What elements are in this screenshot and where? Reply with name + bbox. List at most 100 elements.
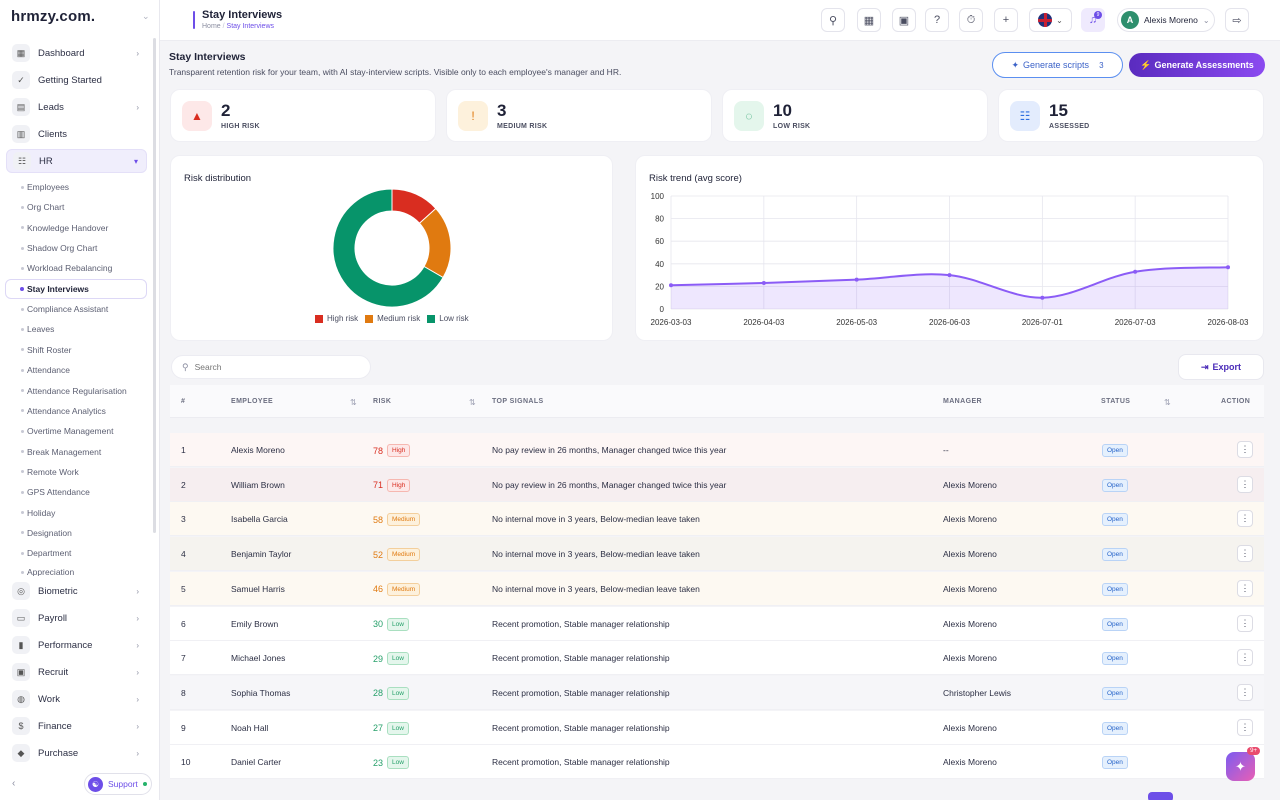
employee-name[interactable]: William Brown <box>231 479 285 490</box>
sidebar-subitem-attendance[interactable]: Attendance <box>21 365 70 375</box>
sidebar-subitem-compliance-assistant[interactable]: Compliance Assistant <box>21 304 108 314</box>
sidebar-item-getting-started[interactable]: ✓ Getting Started <box>6 68 147 92</box>
sidebar-subitem-overtime-management[interactable]: Overtime Management <box>21 426 113 436</box>
calendar-button[interactable]: ▦ <box>857 8 881 32</box>
sidebar-subitem-appreciation[interactable]: Appreciation <box>21 568 74 576</box>
table-row[interactable]: 4 Benjamin Taylor 52 Medium No internal move… <box>170 537 1264 572</box>
employee-name[interactable]: Benjamin Taylor <box>231 549 292 560</box>
row-actions-button[interactable]: ⋮ <box>1237 579 1253 597</box>
trend-point[interactable] <box>669 283 673 288</box>
sidebar-item-clients[interactable]: ▥ Clients <box>6 122 147 146</box>
trend-point[interactable] <box>947 273 952 278</box>
table-row[interactable]: 9 Noah Hall 27 Low Recent promotion, Stable … <box>170 710 1264 745</box>
sort-icon[interactable]: ⇅ <box>350 398 357 407</box>
employee-name[interactable]: Michael Jones <box>231 653 286 664</box>
add-button[interactable]: + <box>994 8 1018 32</box>
table-row[interactable]: 2 William Brown 71 High No pay review in 26 … <box>170 467 1264 502</box>
user-menu[interactable]: A Alexis Moreno ⌄ <box>1117 8 1215 32</box>
sidebar-subitem-attendance-analytics[interactable]: Attendance Analytics <box>21 406 106 416</box>
sidebar-item-dashboard[interactable]: ▦ Dashboard › <box>6 41 147 65</box>
ai-assistant-button[interactable]: ✦ 9+ <box>1226 747 1260 781</box>
brand-logo[interactable]: hrmzy.com. <box>11 8 96 25</box>
sidebar-subitem-department[interactable]: Department <box>21 548 71 558</box>
generate-assessments-button[interactable]: ⚡ Generate Assessments <box>1129 53 1265 77</box>
sidebar-item-purchase[interactable]: ◆ Purchase › <box>6 741 147 765</box>
sidebar-item-finance[interactable]: $ Finance › <box>6 714 147 738</box>
sidebar-subitem-break-management[interactable]: Break Management <box>21 447 101 457</box>
breadcrumb-home[interactable]: Home <box>202 23 221 30</box>
help-button[interactable]: ? <box>925 8 949 32</box>
sidebar-subitem-shift-roster[interactable]: Shift Roster <box>21 345 71 355</box>
row-actions-button[interactable]: ⋮ <box>1237 475 1253 493</box>
search-input[interactable] <box>194 362 355 372</box>
collapse-sidebar-icon[interactable]: ‹ <box>12 778 16 789</box>
sidebar-subitem-leaves[interactable]: Leaves <box>21 324 54 334</box>
export-button[interactable]: ⇥ Export <box>1178 354 1264 380</box>
row-actions-button[interactable]: ⋮ <box>1237 649 1253 667</box>
sidebar-subitem-stay-interviews[interactable]: Stay Interviews <box>5 278 147 299</box>
sidebar-subitem-gps-attendance[interactable]: GPS Attendance <box>21 487 90 497</box>
sidebar-subitem-designation[interactable]: Designation <box>21 528 72 538</box>
row-actions-button[interactable]: ⋮ <box>1237 441 1253 458</box>
chevron-down-icon[interactable]: ⌄ <box>142 11 150 21</box>
legend-item[interactable]: Medium risk <box>365 314 420 323</box>
row-actions-button[interactable]: ⋮ <box>1237 510 1253 528</box>
employee-name[interactable]: Alexis Moreno <box>231 445 285 455</box>
row-actions-button[interactable]: ⋮ <box>1237 718 1253 736</box>
sidebar-item-leads[interactable]: ▤ Leads › <box>6 95 147 119</box>
trend-point[interactable] <box>1133 269 1138 274</box>
sort-icon[interactable]: ⇅ <box>1164 398 1171 407</box>
trend-point[interactable] <box>1226 265 1230 270</box>
sidebar-item-payroll[interactable]: ▭ Payroll › <box>6 606 147 630</box>
sidebar-item-recruit[interactable]: ▣ Recruit › <box>6 660 147 684</box>
employee-name[interactable]: Noah Hall <box>231 722 269 733</box>
row-actions-button[interactable]: ⋮ <box>1237 683 1253 701</box>
row-actions-button[interactable]: ⋮ <box>1237 545 1253 563</box>
employee-name[interactable]: Daniel Carter <box>231 757 282 768</box>
table-row[interactable]: 6 Emily Brown 30 Low Recent promotion, Stabl… <box>170 606 1264 641</box>
employee-name[interactable]: Samuel Harris <box>231 583 285 594</box>
language-selector[interactable]: ⌄ <box>1029 8 1072 32</box>
support-button[interactable]: ☯ Support <box>84 773 152 795</box>
sidebar-subitem-holiday[interactable]: Holiday <box>21 508 55 518</box>
sidebar-subitem-employees[interactable]: Employees <box>21 182 69 192</box>
column-status[interactable]: STATUS <box>1101 398 1131 405</box>
sort-icon[interactable]: ⇅ <box>469 398 476 407</box>
sidebar-subitem-org-chart[interactable]: Org Chart <box>21 202 64 212</box>
table-row[interactable]: 5 Samuel Harris 46 Medium No internal move i… <box>170 571 1264 606</box>
trend-point[interactable] <box>761 281 766 286</box>
timer-button[interactable]: ⏱ <box>959 8 983 32</box>
generate-scripts-button[interactable]: ✦ Generate scripts 3 <box>992 52 1123 78</box>
donut-slice-low-risk[interactable] <box>332 188 444 308</box>
employee-name[interactable]: Isabella Garcia <box>231 514 288 525</box>
notes-button[interactable]: ▣ <box>892 8 916 32</box>
table-row[interactable]: 8 Sophia Thomas 28 Low Recent promotion, Sta… <box>170 675 1264 710</box>
employee-name[interactable]: Sophia Thomas <box>231 687 291 698</box>
sidebar-subitem-knowledge-handover[interactable]: Knowledge Handover <box>21 223 108 233</box>
employee-name[interactable]: Emily Brown <box>231 618 279 629</box>
trend-point[interactable] <box>1040 295 1045 300</box>
sidebar-item-work[interactable]: ◍ Work › <box>6 687 147 711</box>
sidebar-scrollbar[interactable] <box>153 38 156 533</box>
sidebar-item-biometric[interactable]: ◎ Biometric › <box>6 579 147 603</box>
legend-item[interactable]: High risk <box>315 314 358 323</box>
pagination-current[interactable] <box>1148 792 1173 800</box>
search-field[interactable]: ⚲ <box>171 355 371 379</box>
table-row[interactable]: 1 Alexis Moreno 78 High No pay review in 26 … <box>170 433 1264 467</box>
table-row[interactable]: 3 Isabella Garcia 58 Medium No internal move… <box>170 502 1264 537</box>
sidebar-subitem-shadow-org-chart[interactable]: Shadow Org Chart <box>21 243 97 253</box>
sidebar-subitem-workload-rebalancing[interactable]: Workload Rebalancing <box>21 263 112 273</box>
column-employee[interactable]: EMPLOYEE <box>231 398 274 405</box>
row-actions-button[interactable]: ⋮ <box>1237 614 1253 632</box>
notifications-button[interactable]: ♫ 9 <box>1081 8 1105 32</box>
logout-button[interactable]: ⇨ <box>1225 8 1249 32</box>
trend-point[interactable] <box>854 277 859 282</box>
sidebar-item-performance[interactable]: ▮ Performance › <box>6 633 147 657</box>
legend-item[interactable]: Low risk <box>427 314 469 323</box>
search-button[interactable]: ⚲ <box>821 8 845 32</box>
column-risk[interactable]: RISK <box>373 398 392 405</box>
table-row[interactable]: 10 Daniel Carter 23 Low Recent promotion, St… <box>170 745 1264 780</box>
sidebar-item-hr[interactable]: ☷ HR ▾ <box>6 149 147 173</box>
sidebar-subitem-remote-work[interactable]: Remote Work <box>21 467 79 477</box>
sidebar-subitem-attendance-regularisation[interactable]: Attendance Regularisation <box>21 386 127 396</box>
